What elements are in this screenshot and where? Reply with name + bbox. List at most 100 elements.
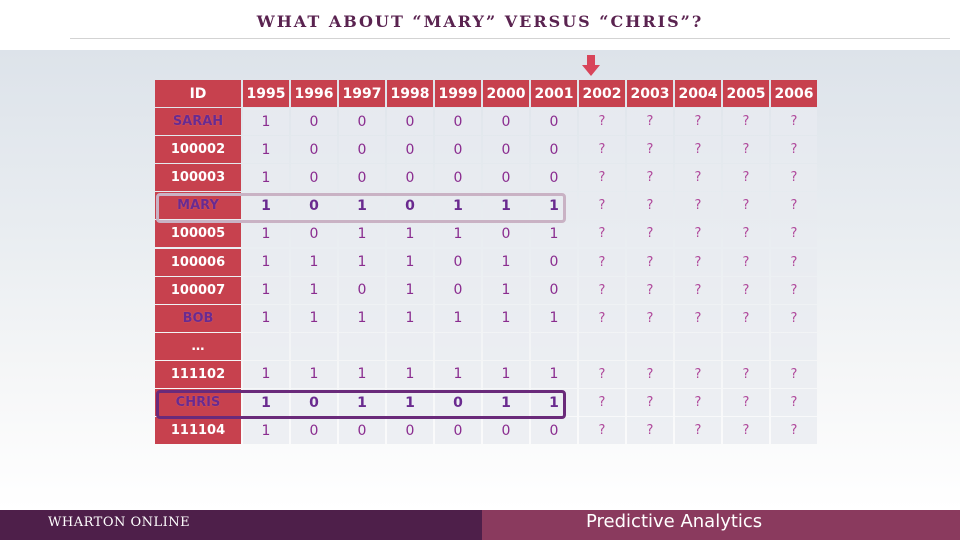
table-cell: ? — [579, 248, 625, 276]
table-cell: 0 — [531, 276, 577, 304]
table-cell: 0 — [435, 164, 481, 192]
table-cell — [387, 332, 433, 360]
row-id: 100005 — [155, 220, 241, 248]
table-cell: ? — [771, 108, 817, 136]
table-cell: ? — [723, 389, 769, 417]
table-cell — [483, 332, 529, 360]
table-cell: 1 — [243, 304, 289, 332]
table-cell: 1 — [291, 360, 337, 388]
table-cell: ? — [771, 164, 817, 192]
table-cell: ? — [675, 248, 721, 276]
table-cell: 1 — [243, 136, 289, 164]
table-cell: ? — [723, 192, 769, 220]
table-cell: 0 — [483, 164, 529, 192]
table-cell: ? — [579, 220, 625, 248]
table-cell — [723, 332, 769, 360]
row-id: 100003 — [155, 164, 241, 192]
table-cell: 1 — [531, 304, 577, 332]
table-cell: 1 — [483, 304, 529, 332]
table-cell: 1 — [435, 304, 481, 332]
mary-highlight-box — [156, 193, 566, 223]
table-cell: 0 — [531, 417, 577, 445]
header-year: 2004 — [675, 80, 721, 107]
table-cell: 0 — [291, 108, 337, 136]
table-cell: 1 — [291, 304, 337, 332]
table-cell: ? — [723, 108, 769, 136]
table-cell: 1 — [291, 276, 337, 304]
row-id: … — [155, 332, 241, 360]
table-cell: 0 — [483, 108, 529, 136]
table-cell: ? — [771, 192, 817, 220]
table-cell: 1 — [243, 220, 289, 248]
header-id: ID — [155, 80, 241, 107]
table-cell: ? — [723, 164, 769, 192]
table-cell: ? — [675, 276, 721, 304]
table-cell: ? — [771, 389, 817, 417]
table-cell — [291, 332, 337, 360]
table-cell: 0 — [435, 248, 481, 276]
table-cell: 0 — [387, 417, 433, 445]
header-year: 1997 — [339, 80, 385, 107]
header-year: 1995 — [243, 80, 289, 107]
footer-left-bar — [0, 510, 482, 540]
table-cell: ? — [627, 136, 673, 164]
header-year: 1999 — [435, 80, 481, 107]
table-cell: 1 — [339, 304, 385, 332]
table-cell: 1 — [483, 276, 529, 304]
table-cell: ? — [723, 220, 769, 248]
header-year: 1996 — [291, 80, 337, 107]
table-cell: ? — [579, 276, 625, 304]
row-id: BOB — [155, 304, 241, 332]
header-year: 2002 — [579, 80, 625, 107]
table-cell: 1 — [531, 389, 577, 417]
table-cell: 1 — [531, 192, 577, 220]
footer-brand: WHARTON ONLINE — [48, 515, 191, 530]
table-cell: 0 — [291, 136, 337, 164]
footer-right-bar — [482, 510, 960, 540]
table-cell: 0 — [435, 276, 481, 304]
down-arrow-icon — [582, 55, 600, 76]
table-cell: 0 — [339, 417, 385, 445]
table-cell: ? — [675, 192, 721, 220]
table-cell: 0 — [291, 220, 337, 248]
table-cell: 1 — [243, 389, 289, 417]
table-cell: ? — [627, 192, 673, 220]
table-cell: 1 — [339, 220, 385, 248]
table-cell: ? — [675, 389, 721, 417]
header-year: 2000 — [483, 80, 529, 107]
table-cell: 0 — [435, 417, 481, 445]
table-cell: ? — [579, 304, 625, 332]
table-cell: ? — [675, 417, 721, 445]
row-id: 111104 — [155, 417, 241, 445]
table-cell: ? — [723, 417, 769, 445]
table-cell: 1 — [243, 417, 289, 445]
data-table: ID 1995 1996 1997 1998 1999 2000 2001 2002 2003 20… — [155, 80, 817, 445]
table-cell: ? — [627, 248, 673, 276]
table-cell: 1 — [339, 248, 385, 276]
table-cell: ? — [723, 304, 769, 332]
table-cell: ? — [627, 360, 673, 388]
table-cell: ? — [627, 276, 673, 304]
table-cell: ? — [675, 164, 721, 192]
table-cell: ? — [771, 417, 817, 445]
table-cell: 1 — [339, 192, 385, 220]
table-cell: 0 — [387, 136, 433, 164]
table-cell: ? — [627, 108, 673, 136]
row-id: 111102 — [155, 360, 241, 388]
table-cell: 0 — [291, 389, 337, 417]
table-cell: 1 — [387, 389, 433, 417]
table-cell: 1 — [243, 108, 289, 136]
table-cell: 1 — [435, 360, 481, 388]
table-cell: 0 — [387, 164, 433, 192]
table-cell: 0 — [339, 108, 385, 136]
header-year: 2006 — [771, 80, 817, 107]
table-cell: ? — [771, 360, 817, 388]
table-cell: ? — [579, 108, 625, 136]
table-cell: 1 — [483, 248, 529, 276]
table-cell: 1 — [387, 304, 433, 332]
table-cell: ? — [627, 417, 673, 445]
table-cell — [579, 332, 625, 360]
table-cell: ? — [771, 276, 817, 304]
header-year: 2005 — [723, 80, 769, 107]
table-cell: 1 — [483, 389, 529, 417]
